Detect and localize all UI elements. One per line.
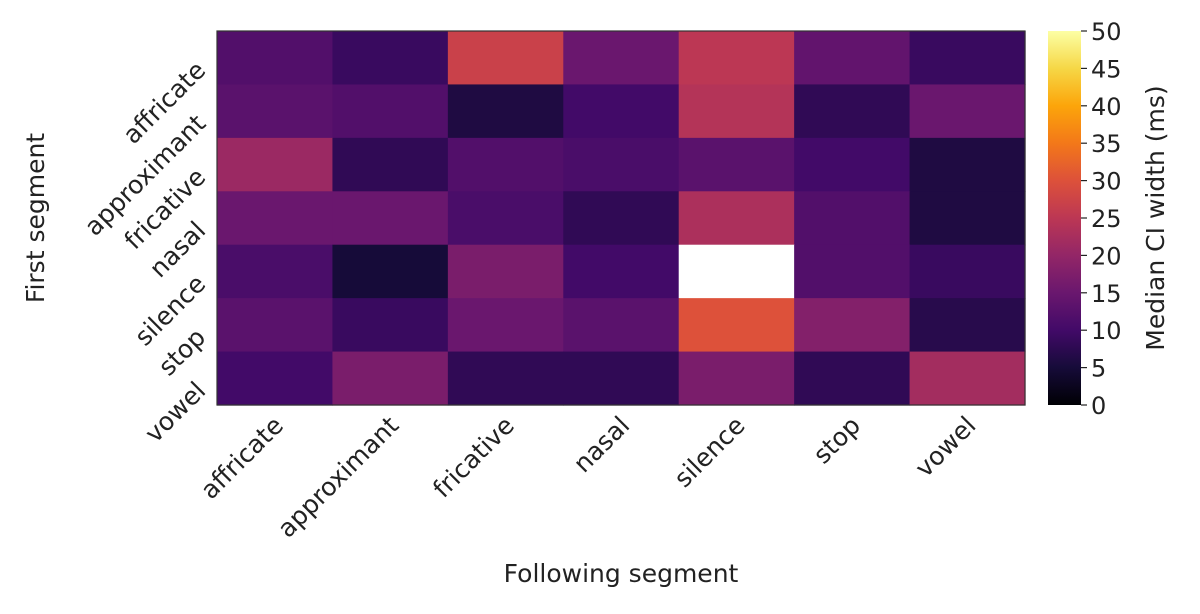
heatmap-cell bbox=[794, 137, 911, 192]
colorbar-tick-label: 35 bbox=[1091, 130, 1122, 158]
heatmap-cell bbox=[332, 298, 449, 353]
heatmap-cell bbox=[447, 298, 564, 353]
heatmap-cell bbox=[332, 244, 449, 299]
y-tick-labels: affricateapproximantfricativenasalsilenc… bbox=[79, 55, 212, 448]
heatmap-cell bbox=[678, 244, 795, 299]
colorbar-tick-label: 0 bbox=[1091, 392, 1106, 420]
heatmap-cell bbox=[563, 244, 680, 299]
heatmap-cell bbox=[447, 137, 564, 192]
heatmap-cell bbox=[217, 351, 334, 406]
heatmap-cell bbox=[447, 244, 564, 299]
colorbar-tick-label: 5 bbox=[1091, 355, 1106, 383]
heatmap-cell bbox=[447, 31, 564, 86]
colorbar-tick-label: 10 bbox=[1091, 317, 1122, 345]
heatmap-cell bbox=[217, 298, 334, 353]
y-axis-title: First segment bbox=[21, 133, 50, 303]
colorbar-tick-label: 45 bbox=[1091, 55, 1122, 83]
heatmap-cell bbox=[563, 137, 680, 192]
heatmap-cell bbox=[447, 84, 564, 139]
colorbar-tick-label: 40 bbox=[1091, 93, 1122, 121]
heatmap-cell bbox=[217, 244, 334, 299]
x-tick-label: stop bbox=[807, 411, 866, 470]
heatmap-cell bbox=[794, 191, 911, 246]
colorbar-tick-label: 30 bbox=[1091, 168, 1122, 196]
x-axis-title: Following segment bbox=[504, 559, 739, 588]
heatmap-cell bbox=[217, 137, 334, 192]
heatmap-cell bbox=[909, 244, 1026, 299]
heatmap-cell bbox=[447, 351, 564, 406]
heatmap-cell bbox=[909, 298, 1026, 353]
heatmap-cell bbox=[794, 31, 911, 86]
heatmap-cell bbox=[447, 191, 564, 246]
x-tick-label: nasal bbox=[568, 411, 636, 479]
x-tick-label: vowel bbox=[910, 411, 982, 483]
x-tick-label: approximant bbox=[272, 411, 405, 544]
heatmap-cell bbox=[909, 351, 1026, 406]
heatmap-cell bbox=[794, 84, 911, 139]
colorbar bbox=[1048, 31, 1081, 405]
heatmap-cell bbox=[678, 84, 795, 139]
heatmap-cell bbox=[678, 351, 795, 406]
colorbar-tick-label: 20 bbox=[1091, 242, 1122, 270]
colorbar-tick-label: 50 bbox=[1091, 18, 1122, 46]
x-tick-label: affricate bbox=[195, 411, 289, 505]
heatmap-cell bbox=[678, 298, 795, 353]
colorbar-ticks: 0 5 10 15 20 25 30 35 40 45 50 bbox=[1081, 18, 1122, 420]
heatmap-cell bbox=[217, 191, 334, 246]
x-tick-label: fricative bbox=[427, 411, 520, 504]
heatmap-cell bbox=[678, 137, 795, 192]
heatmap-cell bbox=[794, 298, 911, 353]
heatmap-cell bbox=[563, 191, 680, 246]
heatmap-cell bbox=[678, 31, 795, 86]
heatmap-cell bbox=[678, 191, 795, 246]
colorbar-tick-label: 15 bbox=[1091, 280, 1122, 308]
heatmap-cell bbox=[909, 137, 1026, 192]
heatmap-cell bbox=[563, 298, 680, 353]
heatmap-cell bbox=[332, 191, 449, 246]
heatmap-cell bbox=[909, 191, 1026, 246]
y-tick-label: vowel bbox=[139, 376, 211, 448]
x-tick-label: silence bbox=[668, 411, 750, 493]
heatmap-cell bbox=[909, 84, 1026, 139]
heatmap-cell bbox=[332, 351, 449, 406]
heatmap-cell bbox=[563, 351, 680, 406]
heatmap-cell bbox=[332, 31, 449, 86]
heatmap-cell bbox=[332, 137, 449, 192]
colorbar-label: Median CI width (ms) bbox=[1141, 85, 1170, 350]
heatmap-cell bbox=[332, 84, 449, 139]
heatmap-cell bbox=[217, 84, 334, 139]
heatmap-cells bbox=[217, 31, 1026, 406]
heatmap-cell bbox=[217, 31, 334, 86]
heatmap-cell bbox=[909, 31, 1026, 86]
colorbar-tick-label: 25 bbox=[1091, 205, 1122, 233]
heatmap-cell bbox=[794, 244, 911, 299]
heatmap-cell bbox=[794, 351, 911, 406]
heatmap-cell bbox=[563, 84, 680, 139]
heatmap-cell bbox=[563, 31, 680, 86]
plot-frame bbox=[216, 30, 1026, 406]
